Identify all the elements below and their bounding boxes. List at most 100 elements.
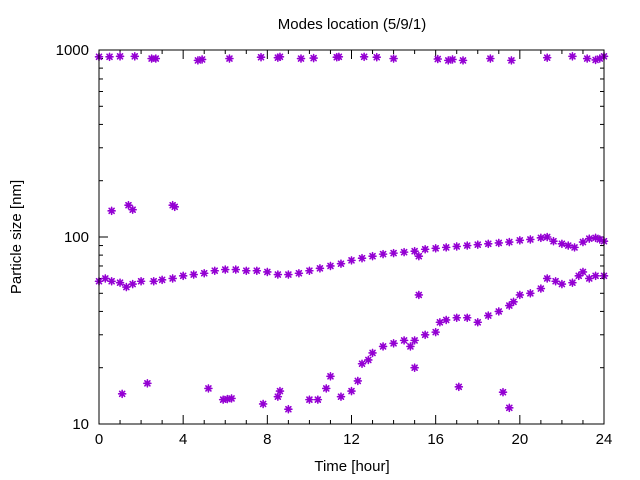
data-point xyxy=(101,274,110,283)
data-point xyxy=(294,268,304,278)
data-point xyxy=(563,241,573,250)
data-point xyxy=(557,239,567,249)
data-point xyxy=(357,359,367,369)
data-point xyxy=(414,251,424,261)
data-point xyxy=(105,52,114,62)
data-point xyxy=(389,248,398,258)
data-point xyxy=(536,233,546,243)
x-tick-label: 4 xyxy=(179,431,187,448)
data-point xyxy=(199,268,209,278)
data-point xyxy=(220,265,230,274)
data-point xyxy=(542,232,552,242)
data-point xyxy=(227,394,236,403)
data-point xyxy=(107,276,116,286)
data-point xyxy=(284,404,293,414)
data-point xyxy=(505,403,514,413)
data-point xyxy=(193,56,203,65)
data-point xyxy=(595,54,605,63)
plot-frame xyxy=(98,49,605,425)
x-tick-label: 16 xyxy=(427,431,444,448)
data-point xyxy=(433,54,443,64)
data-point xyxy=(458,56,468,65)
data-point xyxy=(315,264,325,273)
data-point xyxy=(117,389,127,399)
data-point xyxy=(410,363,419,373)
data-point xyxy=(336,392,346,401)
data-point xyxy=(347,386,356,396)
data-point xyxy=(582,54,592,63)
data-point xyxy=(509,297,518,307)
data-point xyxy=(107,206,116,216)
data-point xyxy=(462,241,472,250)
y-tick-label: 1000 xyxy=(56,42,89,59)
data-point xyxy=(313,395,323,404)
data-point xyxy=(378,249,388,259)
data-point xyxy=(157,275,167,285)
data-point xyxy=(483,239,493,249)
data-point xyxy=(170,202,180,212)
data-point xyxy=(568,278,577,287)
data-point xyxy=(136,276,146,286)
data-point xyxy=(483,311,493,320)
data-point xyxy=(591,233,600,243)
data-point xyxy=(448,55,457,64)
data-point xyxy=(443,56,453,65)
data-point xyxy=(399,336,409,345)
data-point xyxy=(372,52,382,62)
data-point xyxy=(231,265,241,274)
data-point xyxy=(122,282,131,292)
data-point xyxy=(462,313,472,323)
data-point xyxy=(326,261,335,271)
data-point xyxy=(505,301,514,310)
data-point xyxy=(414,290,424,300)
data-point xyxy=(273,392,283,401)
data-point xyxy=(210,266,220,276)
data-point xyxy=(305,266,314,276)
data-point xyxy=(309,53,318,63)
data-point xyxy=(399,247,409,257)
data-point xyxy=(435,317,445,327)
x-tick-label: 24 xyxy=(596,431,613,448)
data-point xyxy=(368,348,377,358)
data-point xyxy=(115,278,125,287)
data-point xyxy=(178,271,188,281)
data-point xyxy=(591,55,600,65)
data-point xyxy=(252,266,262,276)
y-tick-label: 100 xyxy=(64,229,89,246)
data-point xyxy=(378,342,388,351)
data-point xyxy=(273,53,283,62)
x-tick-label: 12 xyxy=(343,431,360,448)
data-point xyxy=(296,54,306,63)
data-point xyxy=(441,243,451,252)
data-point xyxy=(452,242,462,251)
data-point xyxy=(452,313,462,323)
data-point xyxy=(336,259,346,268)
data-point xyxy=(197,55,207,64)
data-point xyxy=(486,54,495,63)
data-points xyxy=(94,52,609,414)
data-point xyxy=(321,384,331,393)
data-point xyxy=(256,52,266,62)
chart-title: Modes location (5/9/1) xyxy=(278,16,426,33)
data-point xyxy=(143,379,152,388)
data-point xyxy=(507,56,516,65)
data-point xyxy=(515,290,525,300)
data-point xyxy=(498,387,508,397)
data-point xyxy=(347,256,356,265)
axis-ticks xyxy=(98,49,605,425)
x-tick-label: 20 xyxy=(511,431,528,448)
data-point xyxy=(578,267,588,277)
data-point xyxy=(275,386,285,396)
data-point xyxy=(557,279,567,289)
data-point xyxy=(410,336,419,345)
data-point xyxy=(542,274,552,283)
data-point xyxy=(584,234,594,243)
data-point xyxy=(128,279,137,289)
x-tick-label: 0 xyxy=(95,431,103,448)
data-point xyxy=(549,236,558,246)
data-point xyxy=(223,394,232,404)
data-point xyxy=(326,371,335,381)
data-point xyxy=(364,355,373,365)
data-point xyxy=(305,395,314,404)
